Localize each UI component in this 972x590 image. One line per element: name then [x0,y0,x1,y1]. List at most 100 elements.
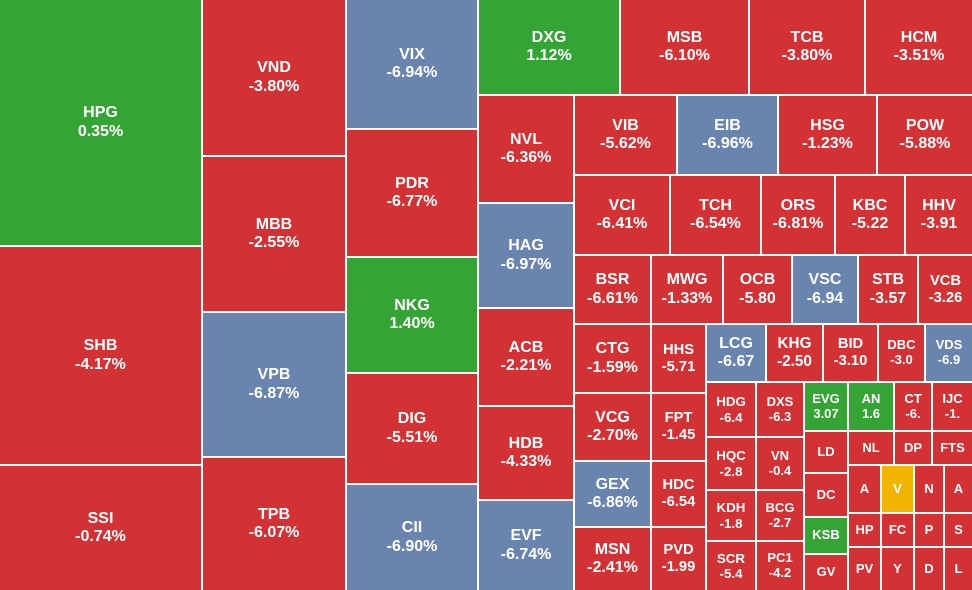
change: -2.7 [768,514,792,530]
ticker: DXG [531,28,567,46]
change: -6.54% [690,215,741,232]
ticker: V [893,480,902,496]
ticker: VIX [399,45,425,63]
change: 1.40% [389,315,435,332]
tile: LD [805,432,847,472]
tile: V [882,466,913,512]
ticker: VND [257,59,291,77]
ticker: KHG [777,335,812,353]
ticker: HP [855,521,874,537]
change: -1. [944,405,961,421]
tile: IJC -1. [933,383,972,430]
ticker: VN [770,447,790,463]
tile: NVL -6.36% [479,96,573,202]
ticker: HHV [922,196,956,214]
tile: SSI -0.74% [0,466,201,590]
tile: FPT -1.45 [652,394,705,460]
tile: HDB -4.33% [479,407,573,499]
tile: N [915,466,943,512]
change: -4.33% [500,453,552,470]
change: -5.4 [719,566,743,581]
change: 3.07 [813,405,839,421]
tile: CT -6. [895,383,931,430]
change: -3.57 [869,289,907,307]
ticker: FC [888,521,907,537]
ticker: HSG [810,116,845,134]
tile: VSC -6.94 [793,256,857,323]
change: -5.51% [386,428,438,446]
tile: HQC -2.8 [707,438,755,489]
ticker: VPB [257,366,291,384]
tile: KBC -5.22 [836,176,904,254]
change: -5.80 [739,289,776,307]
change: -3.80% [248,77,300,95]
ticker: STB [872,271,904,289]
tile: PV [849,548,880,590]
ticker: DXS [766,393,794,409]
change: -1.23% [802,135,853,152]
tile: OCB -5.80 [724,256,791,323]
ticker: MWG [666,271,708,289]
ticker: EVG [812,390,840,406]
change: -5.22 [851,215,889,232]
tile: Y [882,548,913,590]
ticker: LD [817,443,835,459]
tile: DXS -6.3 [757,383,803,436]
ticker: PVD [663,542,694,559]
tile: VCG -2.70% [575,394,650,460]
change: -5.88% [899,135,951,152]
ticker: D [924,560,934,576]
change: -2.21% [500,357,552,374]
ticker: EIB [714,116,741,134]
ticker: KSB [812,527,840,543]
ticker: HHS [662,341,695,358]
ticker: LCG [719,334,753,352]
change: -6.4 [719,409,743,425]
ticker: GEX [595,475,630,493]
change: -3.26 [928,289,963,306]
change: -6.74% [500,545,552,563]
ticker: PV [855,560,874,576]
tile: MWG -1.33% [652,256,722,323]
tile: VIX -6.94% [347,0,477,128]
ticker: VDS [935,337,963,353]
tile: ORS -6.81% [762,176,834,254]
change: -6.81% [772,215,824,232]
ticker: BID [837,336,864,353]
tile: PC1 -4.2 [757,542,803,590]
tile: KDH -1.8 [707,491,755,540]
tile: D [915,548,943,590]
ticker: S [954,521,963,537]
change: 1.12% [526,47,572,64]
tile: FC [882,514,913,546]
ticker: HDB [508,434,544,452]
change: -6.94 [806,289,844,307]
tile: AN 1.6 [849,383,893,430]
change: 0.35% [77,122,124,140]
ticker: HAG [508,237,544,255]
tile: NKG 1.40% [347,258,477,372]
change: -6. [905,405,921,421]
change: -6.10% [659,47,710,64]
ticker: TCH [699,196,732,214]
change: -6.77% [386,193,438,210]
tile: POW -5.88% [878,96,972,174]
change: -6.9 [937,352,961,367]
change: -2.8 [719,463,743,479]
tile: MSB -6.10% [621,0,748,94]
tile: DC [805,474,847,516]
tile: A [945,466,972,512]
tile: DP [895,432,931,464]
change: -0.4 [768,462,792,478]
change: -6.3 [768,408,792,424]
tile: HP [849,514,880,546]
tile: DXG 1.12% [479,0,619,94]
ticker: A [953,480,964,496]
ticker: NKG [394,296,430,314]
tile: GV [805,555,847,590]
tile: VCI -6.41% [575,176,669,254]
tile: A [849,466,880,512]
change: -3.51% [893,47,945,64]
tile: FTS [933,432,972,464]
